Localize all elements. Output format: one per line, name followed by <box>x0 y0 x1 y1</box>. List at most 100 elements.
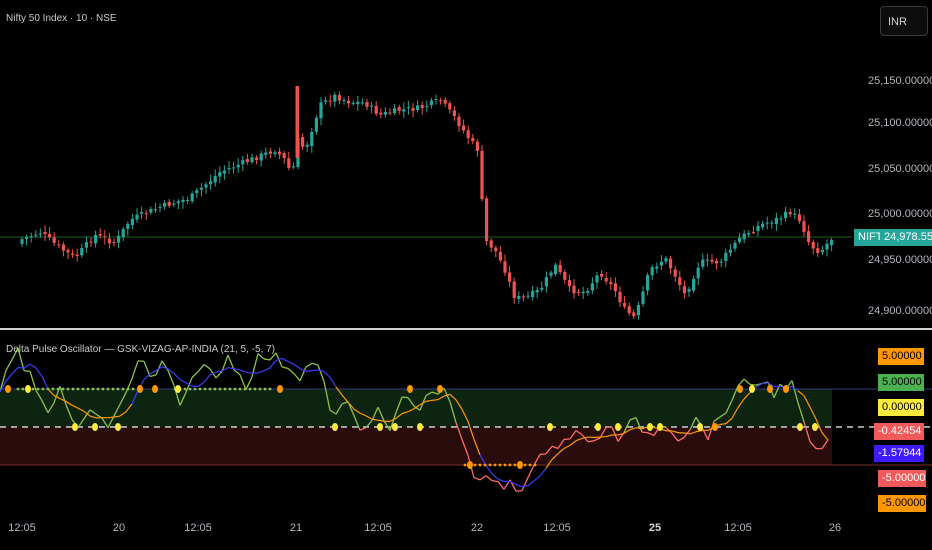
oscillator-segment <box>605 426 613 429</box>
signal-segment <box>305 370 313 372</box>
oscillator-segment <box>365 420 373 429</box>
candle-body <box>659 261 663 266</box>
indicator-title[interactable]: Delta Pulse Oscillator — GSK-VIZAG-AP-IN… <box>6 344 275 355</box>
oversold-dot <box>473 463 477 467</box>
overbought-dot <box>36 387 40 391</box>
candle-body <box>710 259 714 262</box>
candle-body <box>98 234 102 236</box>
oscillator-segment <box>323 381 331 411</box>
signal-segment <box>119 411 127 417</box>
signal-segment <box>797 390 805 397</box>
candle-body <box>305 144 309 147</box>
time-tick: 22 <box>470 522 484 534</box>
signal-segment <box>113 415 121 418</box>
candle-body <box>747 233 751 235</box>
candle-body <box>218 172 222 177</box>
candle-body <box>66 250 70 253</box>
signal-segment <box>245 371 253 374</box>
symbol-title[interactable]: Nifty 50 Index · 10 · NSE <box>6 13 117 24</box>
candle-body <box>462 125 466 131</box>
candle-body <box>728 249 732 253</box>
signal-segment <box>419 400 427 406</box>
oscillator-segment <box>713 416 721 422</box>
signal-segment <box>461 408 469 422</box>
overbought-dot <box>228 387 232 391</box>
overbought-dot <box>238 387 242 391</box>
candle-body <box>264 152 268 155</box>
signal-segment <box>455 399 463 410</box>
signal-segment <box>377 419 385 422</box>
oscillator-segment <box>257 353 265 360</box>
oscillator-segment <box>587 440 595 443</box>
oscillator-segment <box>473 476 481 481</box>
oscillator-segment <box>77 418 85 429</box>
candle-body <box>209 181 213 185</box>
candle-body <box>107 238 111 244</box>
candle-body <box>715 260 719 264</box>
cross-marker <box>467 461 473 469</box>
osc-label-value: -0.42454 <box>874 423 924 440</box>
candle-body <box>434 98 438 100</box>
candle-body <box>526 295 530 297</box>
signal-segment <box>5 373 13 382</box>
cross-marker <box>615 423 621 431</box>
candle-body <box>595 275 599 283</box>
oscillator-segment <box>569 430 577 440</box>
candle-body <box>623 302 627 307</box>
price-tick: 24,900.00000 <box>868 305 932 317</box>
oscillator-segment <box>431 391 439 395</box>
oscillator-segment <box>41 400 49 413</box>
cross-marker <box>137 385 143 393</box>
candle-body <box>121 229 125 238</box>
candle-body <box>310 131 314 147</box>
candle-body <box>370 105 374 107</box>
currency-button[interactable]: INR <box>880 6 928 36</box>
candle-body <box>673 269 677 277</box>
candle-body <box>646 275 650 291</box>
signal-segment <box>329 377 337 388</box>
signal-segment <box>515 483 523 488</box>
candle-body <box>167 201 171 206</box>
oscillator-segment <box>647 432 655 437</box>
signal-segment <box>533 475 541 482</box>
candle-body <box>705 259 709 261</box>
candle-body <box>351 102 355 104</box>
overbought-dot <box>198 387 202 391</box>
candle-body <box>784 211 788 218</box>
signal-segment <box>635 427 643 430</box>
oscillator-segment <box>803 421 811 442</box>
overbought-dot <box>233 387 237 391</box>
signal-segment <box>185 382 193 387</box>
oscillator-segment <box>425 391 433 397</box>
candle-body <box>374 105 378 114</box>
candle-body <box>600 273 604 277</box>
candle-body <box>126 223 130 229</box>
candle-body <box>245 159 249 162</box>
candle-body <box>29 236 33 238</box>
candle-body <box>291 166 295 168</box>
overbought-dot <box>101 387 105 391</box>
signal-segment <box>365 415 373 420</box>
candle-body <box>632 312 636 317</box>
oscillator-segment <box>335 403 343 415</box>
candle-body <box>75 254 79 257</box>
signal-segment <box>287 360 295 365</box>
candle-body <box>282 153 286 159</box>
signal-segment <box>557 448 565 455</box>
signal-segment <box>155 366 163 371</box>
osc-label-lower-level: -5.00000 <box>878 470 926 487</box>
candle-body <box>130 218 134 226</box>
candle-body <box>742 233 746 240</box>
signal-segment <box>209 371 217 376</box>
candle-body <box>535 289 539 293</box>
time-tick: 12:05 <box>184 522 212 534</box>
candle-body <box>52 237 56 243</box>
candle-body <box>807 231 811 242</box>
time-tick: 12:05 <box>364 522 392 534</box>
oscillator-segment <box>263 358 271 361</box>
signal-segment <box>257 370 265 374</box>
signal-segment <box>545 459 553 469</box>
time-tick: 20 <box>112 522 126 534</box>
signal-segment <box>335 386 343 396</box>
